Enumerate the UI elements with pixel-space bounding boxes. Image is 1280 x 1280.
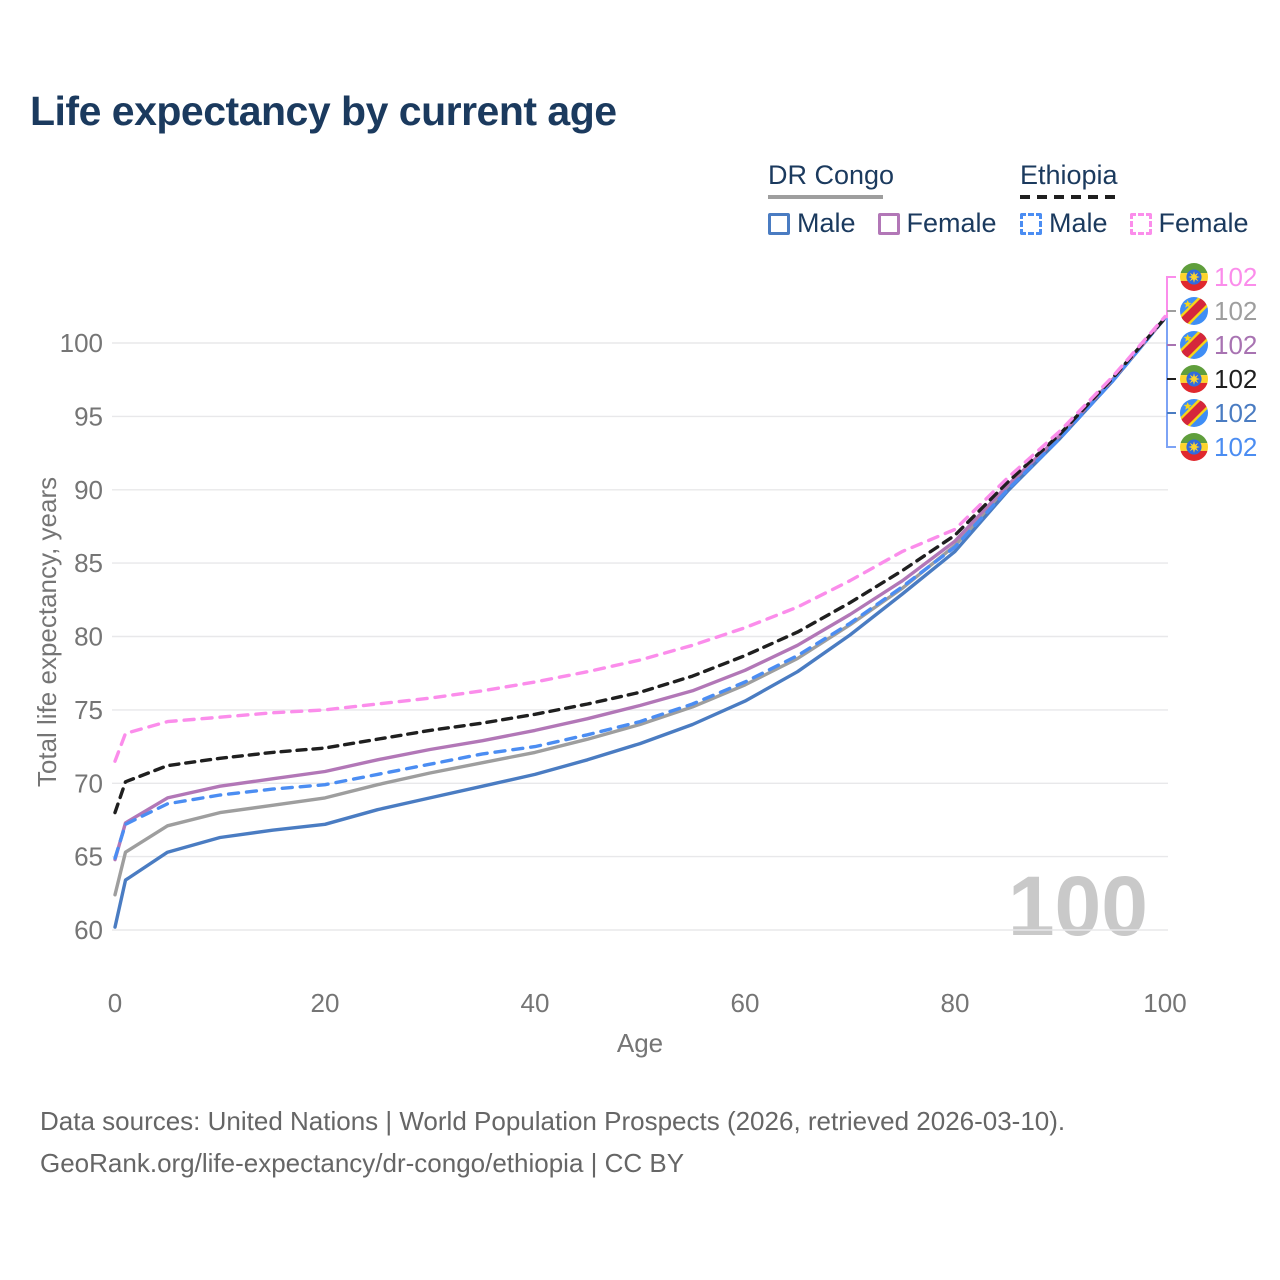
y-tick-100: 100 (60, 328, 103, 358)
dr-congo-flag-icon (1180, 297, 1208, 325)
end-label-connector-top (1166, 276, 1176, 319)
dr-congo-flag-icon (1180, 399, 1208, 427)
legend-underline-ethiopia (1020, 195, 1117, 199)
page-title: Life expectancy by current age (30, 88, 617, 134)
end-label-dr-congo-country-line[interactable]: 102 (1214, 296, 1257, 326)
x-tick-100: 100 (1143, 988, 1186, 1018)
legend-swatch-drc-female[interactable] (877, 212, 900, 235)
x-tick-80: 80 (941, 988, 970, 1018)
x-axis-title: Age (616, 1028, 664, 1058)
age-watermark: 100 (1007, 859, 1148, 953)
end-label-ethiopia-female[interactable]: 102 (1214, 262, 1257, 292)
line-ethiopia-country-line[interactable] (113, 316, 1167, 815)
line-dr-congo-male[interactable] (113, 316, 1167, 929)
line-dr-congo-female[interactable] (113, 316, 1167, 862)
legend-group-title: Ethiopia (1020, 160, 1118, 190)
y-tick-70: 70 (74, 768, 103, 798)
y-axis-title: Total life expectancy, years (32, 476, 62, 788)
legend-underline-dr-congo (768, 195, 883, 199)
ethiopia-flag-icon (1180, 263, 1208, 291)
y-tick-85: 85 (74, 548, 103, 578)
y-tick-60: 60 (74, 915, 103, 945)
line-dr-congo-country-line[interactable] (113, 316, 1167, 897)
end-label-ethiopia-male[interactable]: 102 (1214, 432, 1257, 462)
x-tick-40: 40 (521, 988, 550, 1018)
y-tick-95: 95 (74, 401, 103, 431)
legend-swatch-eth-female[interactable] (1129, 212, 1152, 235)
footer-link[interactable]: GeoRank.org/life-expectancy/dr-congo/eth… (40, 1148, 685, 1178)
legend-label-drc-male[interactable]: Male (797, 208, 856, 238)
ethiopia-flag-icon (1180, 433, 1208, 461)
y-tick-75: 75 (74, 695, 103, 725)
legend-label-eth-male[interactable]: Male (1049, 208, 1108, 238)
end-label-dr-congo-male[interactable]: 102 (1214, 398, 1257, 428)
end-label-ethiopia-country-line[interactable]: 102 (1214, 364, 1257, 394)
legend-swatch-drc-male[interactable] (768, 212, 790, 235)
y-tick-65: 65 (74, 842, 103, 872)
y-tick-90: 90 (74, 475, 103, 505)
legend-group-title: DR Congo (768, 160, 895, 190)
line-ethiopia-female[interactable] (113, 314, 1167, 763)
line-ethiopia-male[interactable] (113, 316, 1167, 860)
legend-group-ethiopia: Ethiopia Male Female (1020, 160, 1249, 239)
end-label-connector-bottom (1166, 318, 1176, 448)
ethiopia-flag-icon (1180, 365, 1208, 393)
legend-group-dr-congo: DR Congo Male Female (768, 160, 997, 239)
legend-label-eth-female[interactable]: Female (1158, 208, 1249, 238)
x-tick-0: 0 (108, 988, 122, 1018)
x-tick-60: 60 (731, 988, 760, 1018)
x-tick-20: 20 (311, 988, 340, 1018)
legend-label-drc-female[interactable]: Female (906, 208, 997, 238)
y-tick-80: 80 (74, 622, 103, 652)
footer-sources: Data sources: United Nations | World Pop… (40, 1106, 1066, 1136)
dr-congo-flag-icon (1180, 331, 1208, 359)
legend-swatch-eth-male[interactable] (1020, 212, 1042, 235)
end-label-dr-congo-female[interactable]: 102 (1214, 330, 1257, 360)
